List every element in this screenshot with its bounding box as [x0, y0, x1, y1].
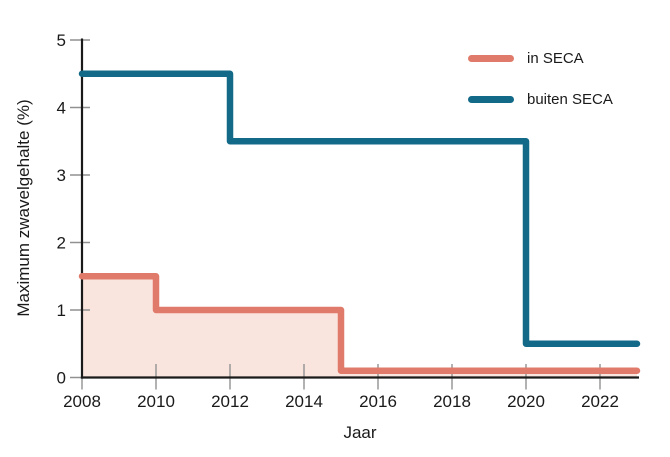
- y-tick-label: 2: [57, 234, 66, 253]
- legend-swatch-in-seca: [468, 54, 514, 62]
- legend-swatch-buiten-seca: [468, 95, 514, 103]
- y-tick-label: 3: [57, 166, 66, 185]
- legend-item-in-seca: in SECA: [468, 48, 648, 68]
- series-line-in-seca: [78, 273, 641, 374]
- y-axis-title: Maximum zwavelgehalte (%): [14, 99, 33, 316]
- x-tick-label: 2016: [359, 392, 397, 411]
- plot-area: 2008 2010 2012 2014 2016 2018 2020 2022 0 1 2 3 4 5: [57, 31, 641, 411]
- x-tick-label: 2010: [137, 392, 175, 411]
- legend-item-buiten-seca: buiten SECA: [468, 89, 648, 109]
- x-tick-label: 2012: [211, 392, 249, 411]
- area-fill-in-seca: [82, 276, 637, 378]
- x-tick-label: 2020: [507, 392, 545, 411]
- y-tick-label: 0: [57, 369, 66, 388]
- legend-label-in-seca: in SECA: [527, 49, 584, 67]
- legend-label-buiten-seca: buiten SECA: [527, 90, 613, 108]
- legend: in SECA buiten SECA: [468, 48, 648, 130]
- y-tick-label: 1: [57, 301, 66, 320]
- x-tick-label: 2008: [63, 392, 101, 411]
- series-line-buiten-seca: [78, 70, 641, 347]
- x-axis-title: Jaar: [343, 423, 376, 442]
- y-tick-label: 4: [57, 99, 66, 118]
- x-tick-label: 2014: [285, 392, 323, 411]
- x-tick-label: 2018: [433, 392, 471, 411]
- y-tick-label: 5: [57, 31, 66, 50]
- x-tick-label: 2022: [581, 392, 619, 411]
